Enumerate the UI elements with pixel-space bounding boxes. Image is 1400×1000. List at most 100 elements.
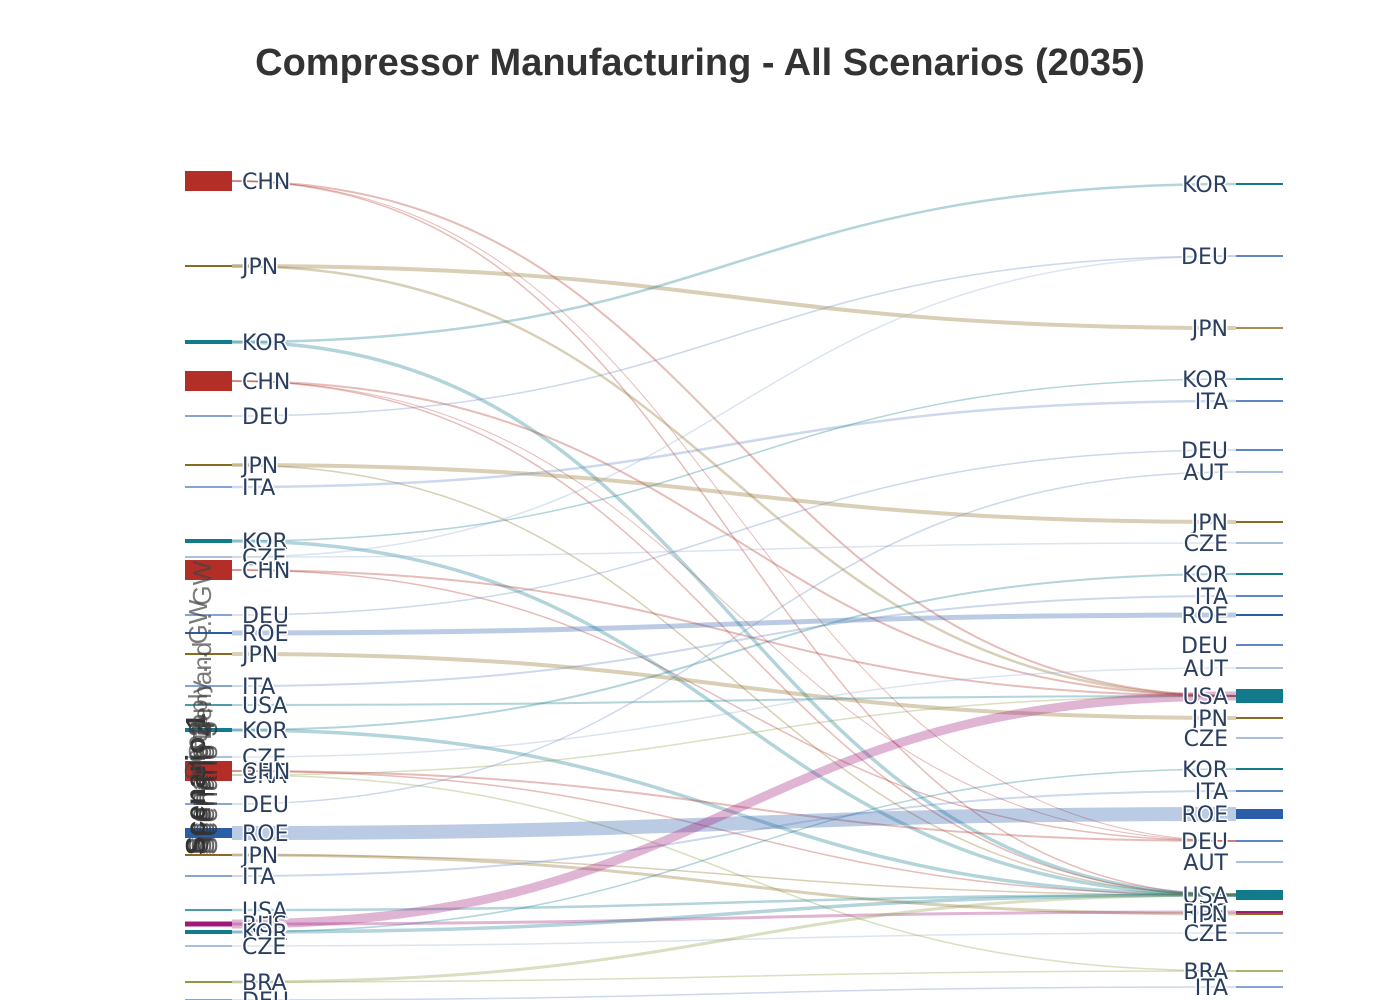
flow-link[interactable] (231, 695, 1237, 706)
target-node[interactable] (1236, 890, 1283, 900)
flow-link[interactable] (231, 595, 1237, 687)
source-node[interactable] (185, 539, 232, 543)
target-node[interactable] (1236, 911, 1283, 913)
flow-link[interactable] (231, 932, 1237, 947)
flow-link[interactable] (231, 970, 1237, 983)
source-node[interactable] (185, 803, 232, 805)
target-node[interactable] (1236, 573, 1283, 575)
flow-link[interactable] (231, 910, 1237, 926)
flow-link[interactable] (231, 573, 1237, 731)
target-node[interactable] (1236, 689, 1283, 703)
flow-link[interactable] (231, 463, 1237, 524)
target-node[interactable] (1236, 255, 1283, 257)
source-node[interactable] (185, 632, 232, 634)
source-node[interactable] (185, 875, 232, 877)
target-node[interactable] (1236, 542, 1283, 544)
source-node[interactable] (185, 728, 232, 732)
flow-link[interactable] (231, 464, 1237, 896)
flow-link[interactable] (231, 340, 1237, 897)
flow-link[interactable] (231, 893, 1237, 934)
source-node[interactable] (185, 854, 232, 856)
source-node[interactable] (185, 371, 232, 391)
target-node[interactable] (1236, 809, 1283, 819)
flow-link[interactable] (231, 255, 1237, 558)
target-node[interactable] (1236, 970, 1283, 972)
source-node[interactable] (185, 704, 232, 706)
target-node[interactable] (1236, 614, 1283, 616)
flow-link[interactable] (231, 695, 1237, 776)
flow-link[interactable] (231, 380, 1237, 896)
source-node[interactable] (185, 560, 232, 580)
target-node[interactable] (1236, 913, 1283, 915)
source-node[interactable] (185, 614, 232, 616)
target-node[interactable] (1236, 861, 1283, 863)
source-node[interactable] (185, 556, 232, 558)
target-node[interactable] (1236, 449, 1283, 451)
flow-link[interactable] (231, 691, 1237, 929)
flow-link[interactable] (231, 854, 1237, 896)
target-node[interactable] (1236, 400, 1283, 402)
target-node[interactable] (1236, 986, 1283, 988)
flow-link[interactable] (231, 770, 1237, 896)
source-node[interactable] (185, 464, 232, 466)
flow-link[interactable] (231, 378, 1237, 542)
flow-link[interactable] (231, 770, 1237, 842)
target-node[interactable] (1236, 840, 1283, 842)
source-node[interactable] (185, 265, 232, 267)
flow-link[interactable] (231, 790, 1237, 877)
flow-link[interactable] (231, 264, 1237, 698)
flow-link[interactable] (231, 667, 1237, 758)
target-node[interactable] (1236, 790, 1283, 792)
flow-link[interactable] (231, 539, 1237, 897)
target-node[interactable] (1236, 521, 1283, 523)
flow-link[interactable] (231, 652, 1237, 720)
flow-link[interactable] (231, 986, 1237, 1000)
flow-link[interactable] (231, 180, 1237, 842)
flow-link[interactable] (231, 399, 1237, 489)
flow-link[interactable] (231, 893, 1237, 984)
source-node[interactable] (185, 486, 232, 488)
target-node[interactable] (1236, 768, 1283, 770)
flow-link[interactable] (231, 255, 1237, 417)
source-node[interactable] (185, 945, 232, 947)
source-node[interactable] (185, 756, 232, 758)
source-node[interactable] (185, 981, 232, 983)
target-node[interactable] (1236, 737, 1283, 739)
flow-link[interactable] (231, 542, 1237, 558)
source-node[interactable] (185, 930, 232, 934)
flow-link[interactable] (231, 768, 1237, 933)
source-node[interactable] (185, 761, 232, 781)
flow-link[interactable] (231, 774, 1237, 972)
target-node[interactable] (1236, 378, 1283, 380)
flow-link[interactable] (231, 180, 1237, 697)
flow-link[interactable] (231, 612, 1237, 636)
target-node[interactable] (1236, 667, 1283, 669)
flow-link[interactable] (231, 471, 1237, 805)
source-node[interactable] (185, 653, 232, 655)
target-node[interactable] (1236, 717, 1283, 719)
flow-link[interactable] (231, 853, 1237, 916)
target-node[interactable] (1236, 327, 1283, 329)
flow-link[interactable] (231, 893, 1237, 912)
source-node[interactable] (185, 340, 232, 344)
flow-link[interactable] (231, 807, 1237, 840)
source-node[interactable] (185, 685, 232, 687)
source-node[interactable] (185, 828, 232, 838)
flow-link[interactable] (231, 569, 1237, 842)
target-node[interactable] (1236, 644, 1283, 646)
flow-link[interactable] (231, 380, 1237, 842)
flow-link[interactable] (231, 182, 1237, 344)
target-node[interactable] (1236, 183, 1283, 185)
flow-link[interactable] (231, 449, 1237, 616)
flow-link[interactable] (231, 569, 1237, 697)
flow-link[interactable] (231, 728, 1237, 897)
target-node[interactable] (1236, 595, 1283, 597)
target-node[interactable] (1236, 471, 1283, 473)
flow-link[interactable] (231, 180, 1237, 896)
target-node[interactable] (1236, 932, 1283, 934)
source-node[interactable] (185, 171, 232, 191)
source-node[interactable] (185, 921, 232, 927)
flow-link[interactable] (231, 264, 1237, 330)
flow-link[interactable] (231, 380, 1237, 697)
source-node[interactable] (185, 909, 232, 911)
